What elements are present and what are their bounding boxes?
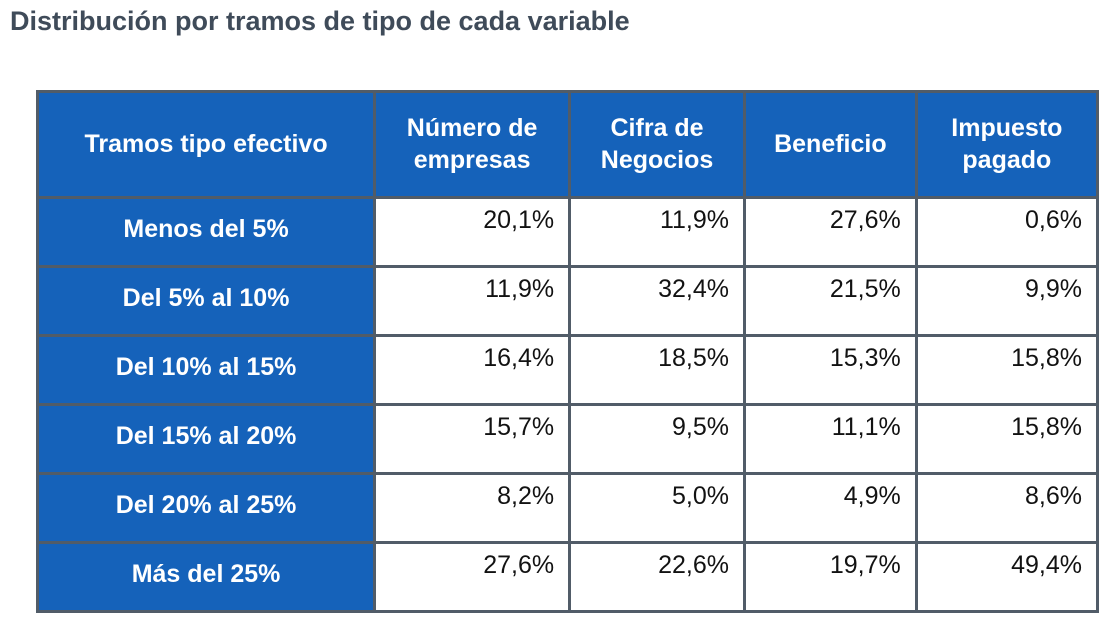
- data-cell: 18,5%: [568, 334, 746, 406]
- data-cell: 5,0%: [568, 472, 746, 544]
- row-label: Más del 25%: [35, 541, 377, 613]
- data-cell: 15,8%: [914, 334, 1100, 406]
- row-label: Del 20% al 25%: [35, 472, 377, 544]
- data-cell: 9,5%: [568, 403, 746, 475]
- data-cell: 22,6%: [568, 541, 746, 613]
- data-cell: 9,9%: [914, 265, 1100, 337]
- table-row: Del 5% al 10% 11,9% 32,4% 21,5% 9,9%: [35, 265, 1100, 337]
- data-cell: 4,9%: [743, 472, 918, 544]
- data-cell: 21,5%: [743, 265, 918, 337]
- table-row: Menos del 5% 20,1% 11,9% 27,6% 0,6%: [35, 196, 1100, 268]
- data-cell: 11,9%: [373, 265, 572, 337]
- row-label: Menos del 5%: [35, 196, 377, 268]
- data-cell: 32,4%: [568, 265, 746, 337]
- data-cell: 11,1%: [743, 403, 918, 475]
- table-row: Más del 25% 27,6% 22,6% 19,7% 49,4%: [35, 541, 1100, 613]
- data-cell: 49,4%: [914, 541, 1100, 613]
- data-cell: 15,3%: [743, 334, 918, 406]
- column-header-impuesto-pagado: Impuesto pagado: [914, 90, 1100, 199]
- data-cell: 27,6%: [373, 541, 572, 613]
- row-label: Del 15% al 20%: [35, 403, 377, 475]
- table-row: Del 20% al 25% 8,2% 5,0% 4,9% 8,6%: [35, 472, 1100, 544]
- data-cell: 0,6%: [914, 196, 1100, 268]
- data-cell: 15,8%: [914, 403, 1100, 475]
- data-cell: 8,2%: [373, 472, 572, 544]
- data-cell: 8,6%: [914, 472, 1100, 544]
- column-header-tramos-tipo-efectivo: Tramos tipo efectivo: [35, 90, 377, 199]
- table-row: Del 10% al 15% 16,4% 18,5% 15,3% 15,8%: [35, 334, 1100, 406]
- column-header-numero-de-empresas: Número de empresas: [373, 90, 572, 199]
- table-row: Del 15% al 20% 15,7% 9,5% 11,1% 15,8%: [35, 403, 1100, 475]
- column-header-cifra-de-negocios: Cifra de Negocios: [568, 90, 746, 199]
- data-cell: 20,1%: [373, 196, 572, 268]
- distribution-table: Tramos tipo efectivo Número de empresas …: [35, 90, 1100, 613]
- row-label: Del 5% al 10%: [35, 265, 377, 337]
- data-cell: 16,4%: [373, 334, 572, 406]
- column-header-beneficio: Beneficio: [743, 90, 918, 199]
- data-cell: 19,7%: [743, 541, 918, 613]
- table-header-row: Tramos tipo efectivo Número de empresas …: [35, 90, 1100, 199]
- distribution-table-container: Tramos tipo efectivo Número de empresas …: [35, 90, 1100, 613]
- data-cell: 27,6%: [743, 196, 918, 268]
- page-title: Distribución por tramos de tipo de cada …: [10, 6, 630, 36]
- data-cell: 11,9%: [568, 196, 746, 268]
- data-cell: 15,7%: [373, 403, 572, 475]
- row-label: Del 10% al 15%: [35, 334, 377, 406]
